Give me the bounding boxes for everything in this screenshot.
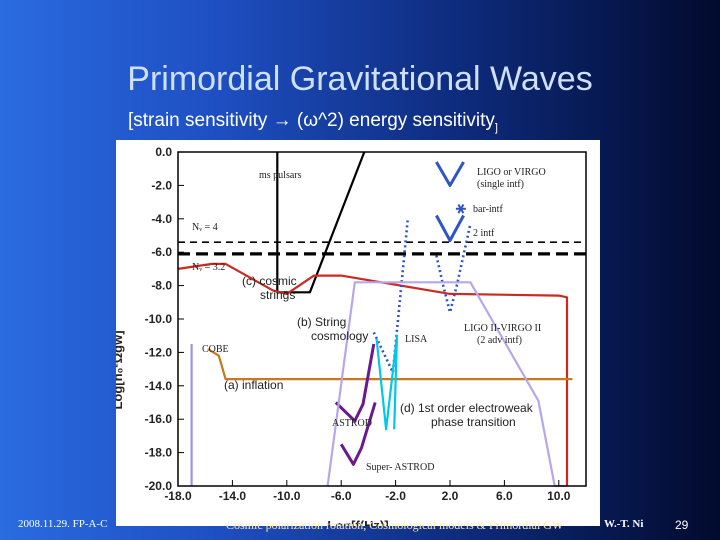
series-astrod [334, 343, 376, 423]
annotation-inflation: (a) inflation [224, 378, 283, 392]
x-tick-label: 10.0 [547, 489, 571, 503]
series-upper-bound-envelope [326, 281, 566, 488]
subtitle-bracket: ] [494, 121, 498, 134]
x-tick-label: 2.0 [442, 489, 459, 503]
annotation-nv4: Nᵥ = 4 [192, 222, 218, 233]
x-tick-label: -2.0 [385, 489, 406, 503]
annotation-electroweak-1: (d) 1st order electroweak [400, 401, 534, 415]
y-tick-label: -16.0 [145, 412, 173, 426]
y-tick-label: -18.0 [145, 446, 173, 460]
footer-center: Cosmic polarization rotation, Cosmologic… [226, 518, 564, 532]
annotation-string-cosmology-1: (b) String [297, 315, 346, 329]
annotation-ligo-virgo-1: LIGO or VIRGO [477, 167, 546, 178]
series-super-astrod [339, 402, 377, 466]
annotation-cobe: COBE [202, 344, 229, 355]
annotation-lisa: LISA [405, 334, 428, 345]
page-number: 29 [675, 518, 689, 532]
series-ms-pulsars [276, 151, 366, 294]
annotation-string-cosmology-2: cosmology [311, 329, 368, 343]
series-c-cosmic-strings [177, 262, 569, 486]
y-tick-label: -14.0 [145, 379, 173, 393]
plot-frame [177, 151, 587, 487]
x-tick-label: -6.0 [331, 489, 352, 503]
annotation-ligo-virgo-2: (single intf) [477, 179, 524, 190]
annotation-electroweak-2: phase transition [431, 415, 516, 429]
x-tick-label: 6.0 [496, 489, 513, 503]
x-tick-label: -14.0 [219, 489, 247, 503]
annotation-ligo2-1: LIGO II-VIRGO II [464, 323, 541, 334]
slide-subtitle: [strain sensitivity → (ω^2) energy sensi… [128, 110, 498, 134]
series-ligo-or-virgo-single-intf [435, 161, 465, 187]
x-tick-label: -18.0 [164, 489, 192, 503]
annotation-nv32: Nᵥ = 3.2 [192, 262, 225, 273]
annotation-ligo2-2: (2 adv intf) [477, 335, 522, 346]
annotation-ms-pulsars: ms pulsars [259, 170, 302, 181]
y-tick-label: -10.0 [145, 312, 173, 326]
annotation-super-astrod: Super- ASTROD [366, 462, 434, 473]
chart-panel: ms pulsars Nᵥ = 4 Nᵥ = 3.2 (c) cosmic st… [116, 140, 600, 526]
y-tick-label: -8.0 [151, 279, 172, 293]
y-axis-label: Log[h₀²Ωgw] [116, 330, 125, 409]
series-bar-intf-marker [455, 203, 466, 214]
annotation-strings: strings [260, 288, 295, 302]
footer-author: W.-T. Ni [604, 518, 644, 530]
series-d-1st-order-electroweak-phase-transition [375, 334, 399, 431]
y-tick-label: -2.0 [151, 178, 172, 192]
x-tick-label: -10.0 [273, 489, 301, 503]
series-lisa [372, 218, 410, 374]
annotation-2-intf: 2 intf [473, 228, 495, 239]
annotation-astrod: ASTROD [332, 418, 372, 429]
y-tick-label: -6.0 [151, 245, 172, 259]
y-tick-label: 0.0 [155, 145, 172, 159]
gw-sensitivity-chart: ms pulsars Nᵥ = 4 Nᵥ = 3.2 (c) cosmic st… [116, 145, 587, 526]
slide-title: Primordial Gravitational Waves [127, 60, 593, 98]
series-2-intf [435, 214, 465, 242]
series-ligo-ii-virgo-ii-2-adv-intf [435, 223, 472, 314]
y-tick-label: -12.0 [145, 345, 173, 359]
footer-left: 2008.11.29. FP-A-C [18, 518, 108, 530]
series-a-inflation [207, 348, 573, 381]
subtitle-main: [strain sensitivity → (ω^2) energy sensi… [128, 110, 495, 131]
annotation-bar-intf: bar-intf [473, 204, 503, 215]
y-tick-label: -20.0 [145, 479, 173, 493]
x-axis-label: Log[f(Hz)] [327, 518, 388, 526]
annotation-cosmic: (c) cosmic [242, 274, 297, 288]
y-tick-label: -4.0 [151, 212, 172, 226]
